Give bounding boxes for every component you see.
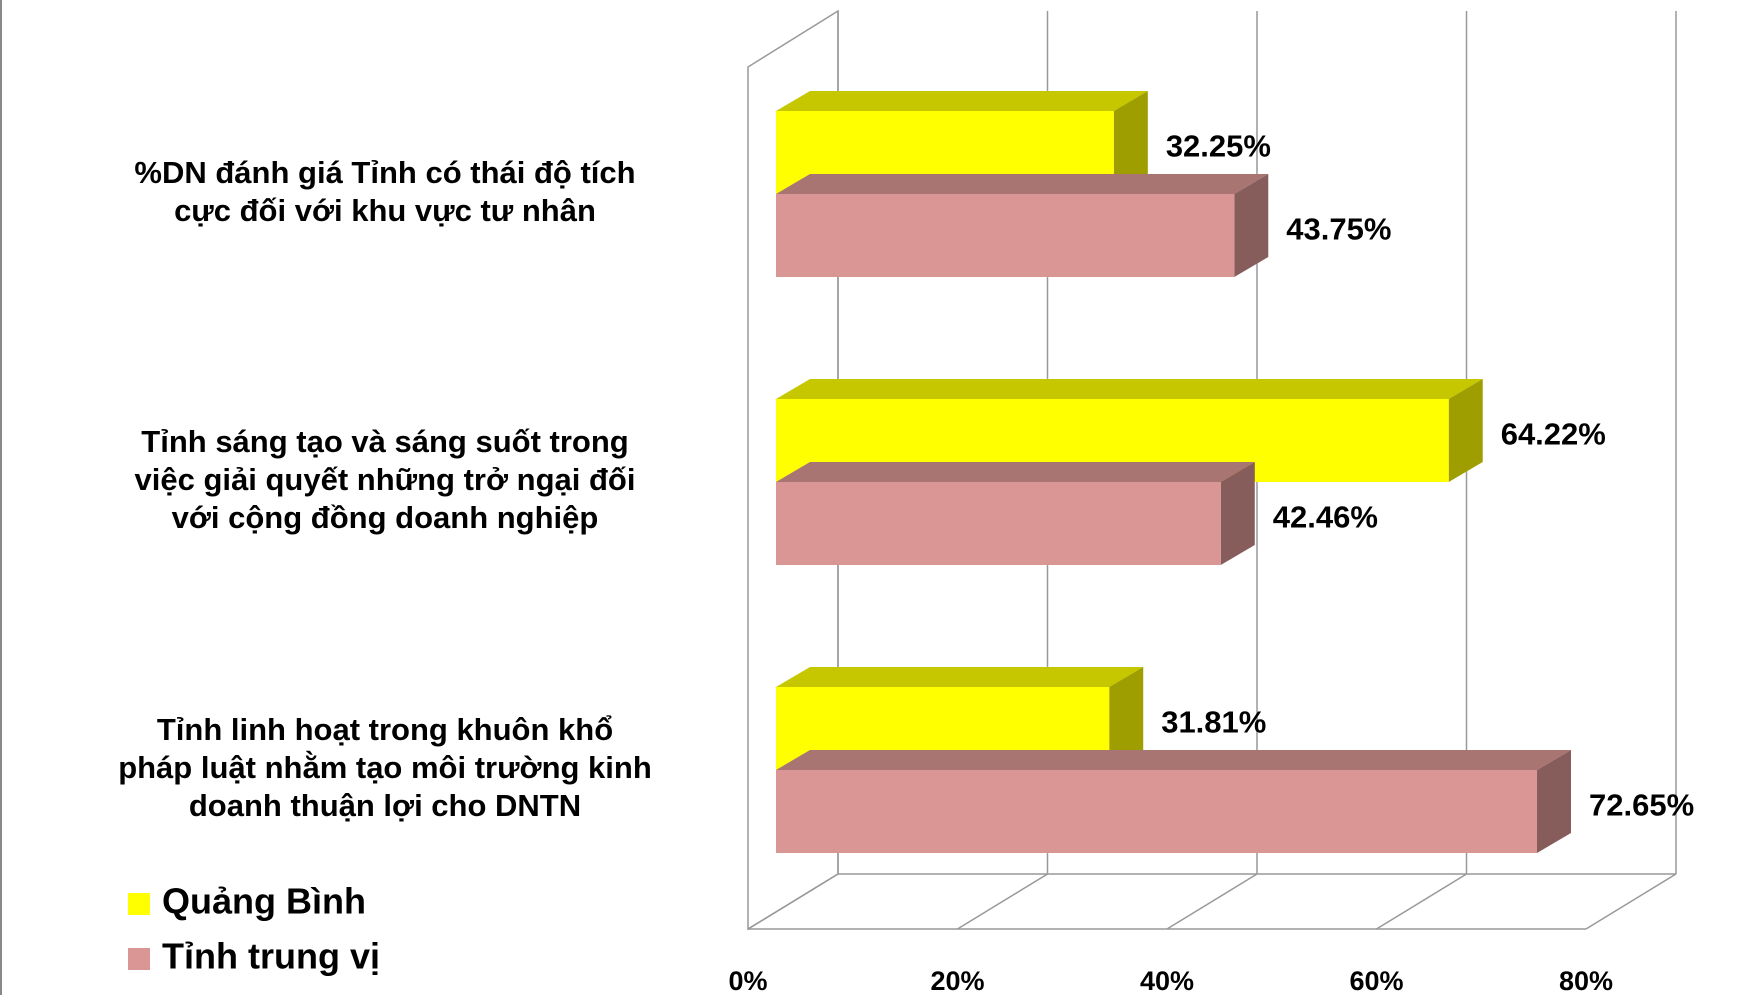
bar-side bbox=[1537, 750, 1572, 853]
grid-line bbox=[1166, 873, 1258, 930]
bar bbox=[776, 770, 1538, 853]
x-tick-label: 0% bbox=[728, 966, 767, 995]
bar-top bbox=[776, 667, 1144, 687]
data-label: 43.75% bbox=[1286, 212, 1391, 247]
grid-line bbox=[1585, 873, 1677, 930]
x-tick-label: 40% bbox=[1140, 966, 1194, 995]
grid-line bbox=[1376, 873, 1467, 930]
bar bbox=[776, 194, 1235, 277]
bar-side bbox=[1113, 91, 1148, 194]
bar-top bbox=[776, 379, 1483, 399]
bar-side bbox=[1448, 379, 1483, 482]
bar bbox=[776, 482, 1221, 565]
data-label: 42.46% bbox=[1273, 500, 1378, 535]
bar-top bbox=[776, 91, 1148, 111]
bar-top bbox=[776, 462, 1255, 482]
grid-line bbox=[747, 873, 839, 930]
bar-side bbox=[1220, 462, 1255, 565]
data-label: 31.81% bbox=[1161, 705, 1266, 740]
bar-side bbox=[1234, 174, 1269, 277]
legend-swatch bbox=[128, 893, 150, 915]
bar-side bbox=[1109, 667, 1144, 770]
bar-top bbox=[776, 174, 1269, 194]
data-label: 64.22% bbox=[1501, 417, 1606, 452]
legend-label: Quảng Bình bbox=[162, 881, 366, 922]
bar-top bbox=[776, 750, 1572, 770]
grid-line bbox=[957, 873, 1048, 930]
legend-swatch bbox=[128, 948, 150, 970]
category-label: Tỉnh sáng tạo và sáng suốt trong việc giả… bbox=[135, 424, 636, 535]
category-label: %DN đánh giá Tỉnh có thái độ tích cực đối… bbox=[134, 155, 635, 228]
category-label: Tỉnh linh hoạt trong khuôn khổ pháp luật … bbox=[118, 712, 652, 823]
x-tick-label: 60% bbox=[1349, 966, 1403, 995]
data-label: 72.65% bbox=[1589, 788, 1694, 823]
x-tick-label: 80% bbox=[1559, 966, 1613, 995]
x-tick-label: 20% bbox=[930, 966, 984, 995]
legend-label: Tỉnh trung vị bbox=[162, 936, 380, 977]
data-label: 32.25% bbox=[1166, 129, 1271, 164]
